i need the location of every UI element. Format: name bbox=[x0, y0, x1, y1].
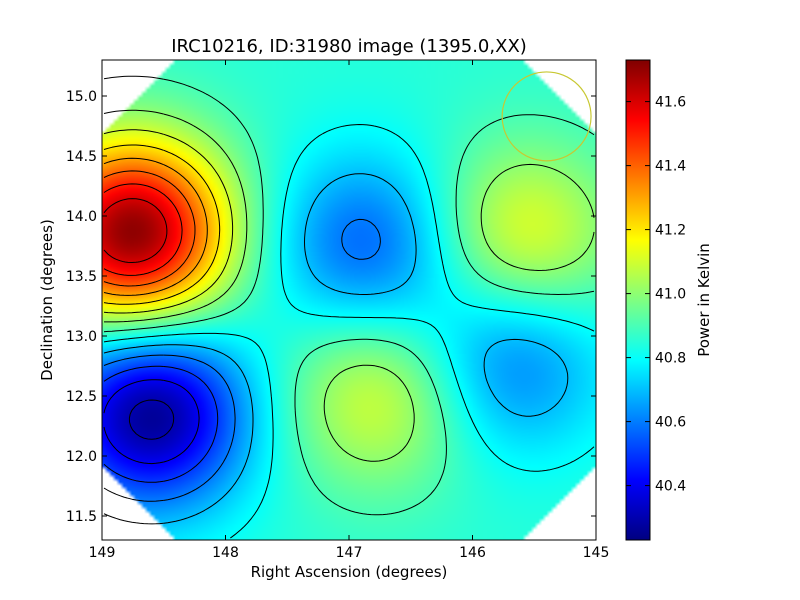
x-tick-label: 145 bbox=[583, 545, 610, 561]
contour-line bbox=[103, 379, 200, 465]
beam-circle bbox=[501, 71, 592, 162]
colorbar-tick-label: 41.6 bbox=[655, 95, 686, 111]
contour-line bbox=[103, 365, 219, 483]
y-tick-label: 15.0 bbox=[66, 89, 97, 105]
heatmap-image bbox=[102, 60, 596, 540]
colorbar-tick-label: 40.4 bbox=[655, 479, 686, 495]
x-axis: 149 148 147 146 145 bbox=[89, 60, 610, 561]
contour-line bbox=[103, 183, 183, 276]
y-tick-label: 14.0 bbox=[66, 209, 97, 225]
contour-line bbox=[103, 129, 234, 314]
y-tick-label: 14.5 bbox=[66, 149, 97, 165]
x-tick-label: 148 bbox=[212, 545, 239, 561]
heatmap-raster bbox=[102, 60, 596, 540]
x-tick-label: 146 bbox=[459, 545, 486, 561]
contour-line bbox=[103, 75, 595, 516]
y-tick-label: 13.0 bbox=[66, 329, 97, 345]
y-tick-label: 12.5 bbox=[66, 389, 97, 405]
contour-line bbox=[103, 124, 595, 539]
x-axis-label: Right Ascension (degrees) bbox=[251, 563, 448, 581]
colorbar-tick-label: 41.2 bbox=[655, 223, 686, 239]
contour-line bbox=[103, 218, 381, 502]
colorbar: 40.4 40.6 40.8 41.0 41.2 41.4 41.6 Power in Ke… bbox=[625, 59, 713, 541]
colorbar-tick-label: 40.8 bbox=[655, 351, 686, 367]
y-tick-label: 11.5 bbox=[66, 509, 97, 525]
contour-line bbox=[103, 157, 208, 296]
contour-line bbox=[103, 144, 221, 305]
colorbar-gradient bbox=[626, 60, 650, 540]
colorbar-ticks: 40.4 40.6 40.8 41.0 41.2 41.4 41.6 bbox=[626, 95, 686, 495]
colorbar-tick-label: 40.6 bbox=[655, 415, 686, 431]
y-tick-label: 12.0 bbox=[66, 449, 97, 465]
contour-line bbox=[128, 399, 175, 440]
x-tick-label: 147 bbox=[336, 545, 363, 561]
y-tick-label: 13.5 bbox=[66, 269, 97, 285]
y-axis: 11.5 12.0 12.5 13.0 13.5 14.0 14.5 15.0 bbox=[66, 89, 596, 525]
contour-lines bbox=[103, 75, 595, 539]
contour-line bbox=[103, 170, 196, 287]
colorbar-frame bbox=[625, 59, 651, 541]
x-tick-label: 149 bbox=[89, 545, 116, 561]
chart-title: IRC10216, ID:31980 image (1395.0,XX) bbox=[171, 36, 527, 57]
colorbar-label: Power in Kelvin bbox=[695, 243, 713, 357]
contour-line bbox=[103, 109, 595, 462]
y-axis-label: Declination (degrees) bbox=[38, 219, 56, 381]
colorbar-tick-label: 41.0 bbox=[655, 287, 686, 303]
colorbar-tick-label: 41.4 bbox=[655, 159, 686, 175]
contour-line bbox=[103, 173, 569, 525]
contour-line bbox=[103, 198, 168, 263]
